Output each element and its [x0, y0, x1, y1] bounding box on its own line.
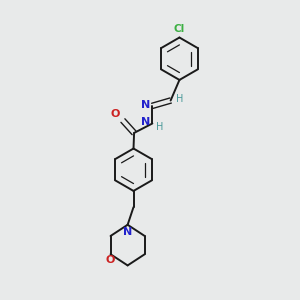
Text: N: N — [141, 100, 150, 110]
Text: N: N — [123, 226, 132, 237]
Text: O: O — [111, 109, 120, 119]
Text: Cl: Cl — [174, 24, 185, 34]
Text: N: N — [141, 117, 150, 127]
Text: H: H — [156, 122, 163, 132]
Text: O: O — [105, 255, 115, 265]
Text: H: H — [176, 94, 183, 104]
